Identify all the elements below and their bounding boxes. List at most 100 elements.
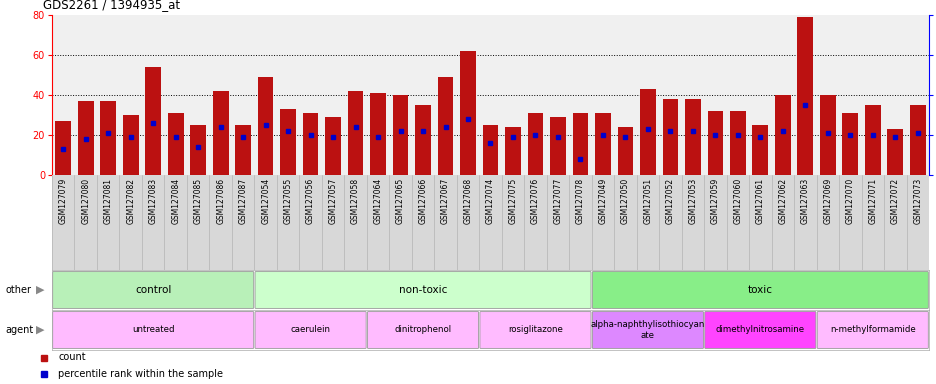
Text: GSM127054: GSM127054 [261, 178, 270, 224]
Bar [100, 101, 116, 175]
Text: GSM127080: GSM127080 [81, 178, 90, 224]
FancyBboxPatch shape [255, 311, 366, 348]
Bar [411, 175, 433, 270]
Bar [793, 175, 815, 270]
Text: GSM127072: GSM127072 [890, 178, 899, 224]
Text: GSM127081: GSM127081 [104, 178, 112, 224]
Text: GSM127082: GSM127082 [126, 178, 135, 224]
Bar [752, 125, 768, 175]
Bar [415, 105, 431, 175]
Bar [662, 99, 678, 175]
Bar [729, 111, 745, 175]
Text: dinitrophenol: dinitrophenol [394, 326, 451, 334]
Bar [186, 175, 209, 270]
Bar [883, 175, 905, 270]
Text: GSM127060: GSM127060 [733, 178, 741, 224]
Bar [190, 125, 206, 175]
FancyBboxPatch shape [592, 271, 928, 308]
Text: caerulein: caerulein [290, 326, 330, 334]
Text: GSM127067: GSM127067 [441, 178, 449, 224]
Text: GSM127062: GSM127062 [778, 178, 786, 224]
Text: alpha-naphthylisothiocyan
ate: alpha-naphthylisothiocyan ate [590, 320, 705, 340]
Bar [55, 121, 71, 175]
Bar [460, 51, 475, 175]
Bar [482, 125, 498, 175]
FancyBboxPatch shape [479, 311, 591, 348]
Text: GSM127057: GSM127057 [329, 178, 337, 224]
Text: GSM127059: GSM127059 [710, 178, 719, 224]
Text: GSM127078: GSM127078 [576, 178, 584, 224]
Text: GSM127064: GSM127064 [373, 178, 382, 224]
Bar [299, 175, 321, 270]
Bar [909, 105, 925, 175]
Text: count: count [58, 353, 86, 362]
Bar [703, 175, 725, 270]
Text: control: control [135, 285, 171, 295]
Bar [774, 95, 790, 175]
Bar [433, 175, 456, 270]
Text: dimethylnitrosamine: dimethylnitrosamine [715, 326, 804, 334]
Text: GSM127073: GSM127073 [913, 178, 921, 224]
Bar [74, 175, 96, 270]
Text: GSM127074: GSM127074 [486, 178, 494, 224]
Text: GSM127050: GSM127050 [621, 178, 629, 224]
Bar [168, 113, 183, 175]
Bar [886, 129, 902, 175]
Bar [51, 175, 74, 270]
Bar [119, 175, 141, 270]
Bar [819, 95, 835, 175]
Bar [254, 175, 276, 270]
Bar [370, 93, 386, 175]
Bar [860, 175, 883, 270]
Text: GSM127076: GSM127076 [531, 178, 539, 224]
Text: non-toxic: non-toxic [399, 285, 446, 295]
FancyBboxPatch shape [52, 271, 254, 308]
Bar [568, 175, 591, 270]
Bar [501, 175, 523, 270]
Bar [684, 99, 700, 175]
Bar [572, 113, 588, 175]
Bar [212, 91, 228, 175]
Bar [123, 115, 139, 175]
Text: GDS2261 / 1394935_at: GDS2261 / 1394935_at [42, 0, 180, 11]
Text: GSM127049: GSM127049 [598, 178, 607, 224]
Bar [636, 175, 658, 270]
Bar [841, 113, 857, 175]
FancyBboxPatch shape [816, 311, 928, 348]
Text: agent: agent [5, 325, 34, 335]
Bar [505, 127, 520, 175]
Text: GSM127056: GSM127056 [306, 178, 314, 224]
Text: GSM127068: GSM127068 [463, 178, 472, 224]
Text: GSM127066: GSM127066 [418, 178, 427, 224]
Bar [209, 175, 231, 270]
Bar [257, 77, 273, 175]
Bar [437, 77, 453, 175]
Bar [141, 175, 164, 270]
Bar [325, 117, 341, 175]
Bar [235, 125, 251, 175]
Text: GSM127069: GSM127069 [823, 178, 831, 224]
Text: GSM127084: GSM127084 [171, 178, 180, 224]
Bar [546, 175, 568, 270]
Bar [549, 117, 565, 175]
Bar [145, 67, 161, 175]
Bar [707, 111, 723, 175]
Text: GSM127058: GSM127058 [351, 178, 359, 224]
Text: n-methylformamide: n-methylformamide [829, 326, 914, 334]
Bar [797, 17, 812, 175]
Bar [456, 175, 478, 270]
Bar [748, 175, 770, 270]
Text: other: other [5, 285, 31, 295]
Bar [680, 175, 703, 270]
Bar [78, 101, 94, 175]
Bar [838, 175, 860, 270]
Text: ▶: ▶ [36, 325, 45, 335]
Text: GSM127077: GSM127077 [553, 178, 562, 224]
Text: GSM127055: GSM127055 [284, 178, 292, 224]
Text: GSM127065: GSM127065 [396, 178, 404, 224]
Text: GSM127085: GSM127085 [194, 178, 202, 224]
Bar [276, 175, 299, 270]
Bar [815, 175, 838, 270]
Text: rosiglitazone: rosiglitazone [507, 326, 563, 334]
Bar [613, 175, 636, 270]
